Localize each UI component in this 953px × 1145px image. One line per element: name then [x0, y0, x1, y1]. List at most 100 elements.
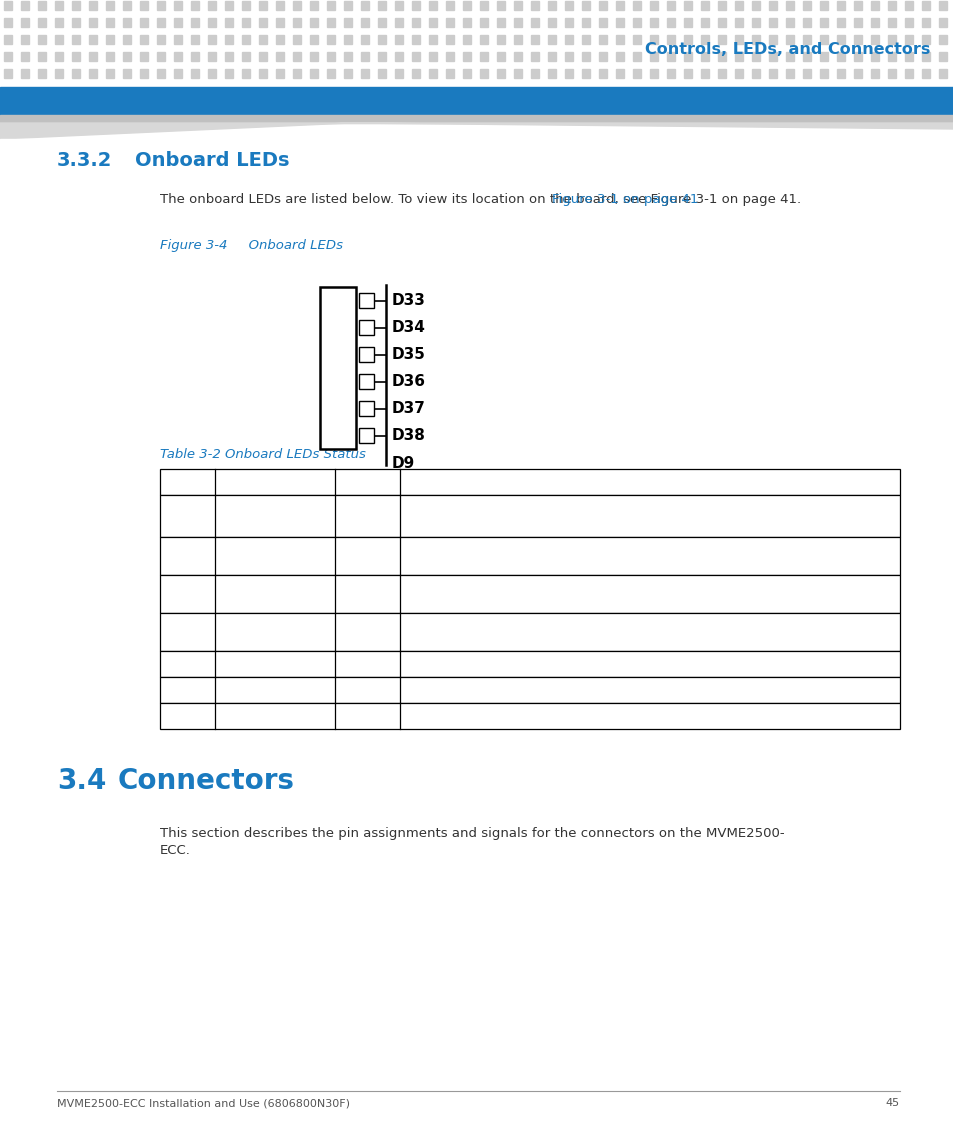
- Text: D34: D34: [166, 587, 190, 600]
- Bar: [293, 1, 301, 10]
- Bar: [160, 537, 899, 575]
- Bar: [327, 35, 335, 44]
- Bar: [666, 18, 675, 27]
- Polygon shape: [0, 123, 953, 139]
- Bar: [242, 52, 250, 61]
- Bar: [208, 1, 215, 10]
- Text: D37: D37: [166, 684, 190, 696]
- Bar: [360, 52, 369, 61]
- Text: D36: D36: [166, 657, 190, 671]
- Bar: [310, 69, 317, 78]
- Bar: [768, 1, 776, 10]
- Bar: [21, 69, 29, 78]
- Bar: [71, 35, 80, 44]
- Bar: [106, 52, 113, 61]
- Text: Red: Red: [340, 510, 363, 522]
- Text: Amber: Amber: [340, 587, 380, 600]
- Text: Onboard LEDs: Onboard LEDs: [135, 150, 289, 169]
- Bar: [853, 35, 862, 44]
- Bar: [258, 1, 267, 10]
- Text: Figure 3-4     Onboard LEDs: Figure 3-4 Onboard LEDs: [160, 238, 343, 252]
- Bar: [293, 18, 301, 27]
- Bar: [820, 1, 827, 10]
- Bar: [123, 18, 131, 27]
- Bar: [358, 428, 374, 443]
- Text: User Defined: User Defined: [221, 710, 297, 722]
- Bar: [870, 18, 878, 27]
- Bar: [531, 69, 538, 78]
- Bar: [785, 1, 793, 10]
- Bar: [412, 69, 419, 78]
- Polygon shape: [0, 114, 953, 123]
- Bar: [870, 69, 878, 78]
- Bar: [785, 35, 793, 44]
- Bar: [700, 1, 708, 10]
- Text: Connectors: Connectors: [118, 767, 294, 795]
- Text: indicator.: indicator.: [406, 594, 460, 608]
- Bar: [160, 613, 899, 652]
- Bar: [820, 35, 827, 44]
- Bar: [89, 18, 97, 27]
- Text: D9: D9: [166, 510, 182, 522]
- Text: D35: D35: [166, 625, 190, 639]
- Bar: [89, 35, 97, 44]
- Bar: [904, 1, 912, 10]
- Text: Label: Label: [166, 475, 200, 489]
- Text: The onboard LEDs are listed below. To view its location on the board, see Figure: The onboard LEDs are listed below. To vi…: [160, 194, 801, 206]
- Text: indicator.: indicator.: [406, 556, 460, 569]
- Bar: [734, 18, 742, 27]
- Bar: [633, 35, 640, 44]
- Bar: [768, 69, 776, 78]
- Bar: [310, 18, 317, 27]
- Text: Controlled by the FPGA: Controlled by the FPGA: [406, 684, 542, 696]
- Text: D33: D33: [392, 293, 425, 308]
- Bar: [700, 69, 708, 78]
- Bar: [173, 1, 182, 10]
- Bar: [0, 87, 953, 114]
- Text: 45: 45: [885, 1098, 899, 1108]
- Bar: [446, 35, 454, 44]
- Bar: [225, 69, 233, 78]
- Bar: [462, 52, 471, 61]
- Bar: [275, 18, 284, 27]
- Bar: [768, 35, 776, 44]
- Bar: [160, 677, 899, 703]
- Text: Controlled by the FPGA: Controlled by the FPGA: [406, 710, 542, 722]
- Bar: [358, 347, 374, 362]
- Bar: [514, 69, 521, 78]
- Bar: [310, 52, 317, 61]
- Bar: [802, 1, 810, 10]
- Bar: [191, 1, 199, 10]
- Bar: [768, 18, 776, 27]
- Bar: [225, 1, 233, 10]
- Bar: [700, 18, 708, 27]
- Bar: [140, 18, 148, 27]
- Bar: [666, 52, 675, 61]
- Bar: [531, 18, 538, 27]
- Bar: [836, 35, 844, 44]
- Bar: [377, 52, 386, 61]
- Bar: [785, 69, 793, 78]
- Text: Amber: Amber: [340, 657, 380, 671]
- Bar: [616, 52, 623, 61]
- Text: ECC.: ECC.: [160, 845, 191, 858]
- Bar: [564, 69, 573, 78]
- Bar: [395, 52, 402, 61]
- Bar: [887, 35, 895, 44]
- Bar: [598, 1, 606, 10]
- Bar: [275, 1, 284, 10]
- Bar: [751, 35, 760, 44]
- Bar: [633, 69, 640, 78]
- Bar: [514, 1, 521, 10]
- Text: Controlled by the FPGA. Used for boot-up sequence: Controlled by the FPGA. Used for boot-up…: [406, 581, 709, 593]
- Bar: [751, 18, 760, 27]
- Bar: [160, 575, 899, 613]
- Bar: [479, 52, 488, 61]
- Bar: [616, 18, 623, 27]
- Text: This indicator is illuminated when one or more of the on-: This indicator is illuminated when one o…: [406, 503, 741, 515]
- Bar: [598, 52, 606, 61]
- Bar: [616, 1, 623, 10]
- Bar: [71, 69, 80, 78]
- Bar: [547, 18, 556, 27]
- Bar: [358, 319, 374, 335]
